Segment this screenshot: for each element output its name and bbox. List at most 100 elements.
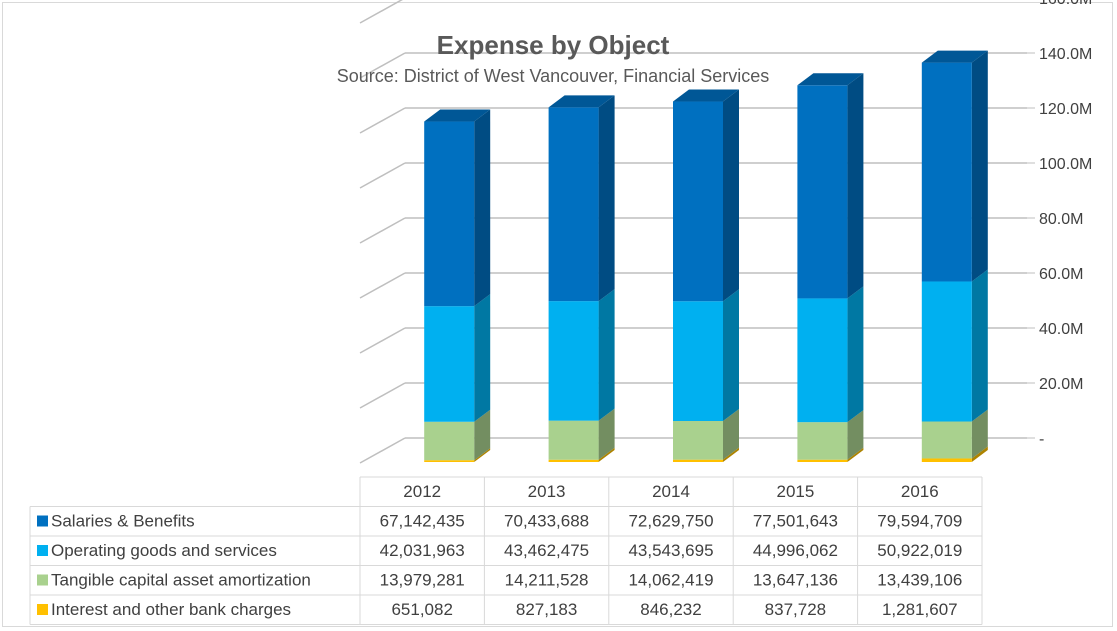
bar-segment (424, 306, 475, 422)
y-tick-label: 20.0M (1039, 376, 1083, 393)
bar-side (474, 448, 491, 462)
bar-top (673, 89, 739, 102)
table-cell: 67,142,435 (380, 512, 465, 531)
bar-top (548, 95, 615, 108)
y-tick-label: - (1039, 431, 1044, 448)
bar-side (971, 269, 988, 422)
gridline-side (359, 107, 406, 134)
table-header-year: 2016 (901, 482, 939, 501)
bar-segment (921, 281, 972, 422)
y-tick-label: 100.0M (1039, 156, 1092, 173)
bar-side (598, 447, 615, 462)
table-cell: 79,594,709 (877, 512, 962, 531)
table-cell: 14,211,528 (505, 571, 589, 590)
table-header-year: 2012 (403, 482, 441, 501)
bar-segment (424, 460, 475, 462)
bar-segment (921, 421, 972, 459)
table-cell: 42,031,963 (380, 541, 465, 560)
legend-swatch (37, 574, 48, 586)
chart-title: Expense by Object (437, 30, 670, 60)
table-header-year: 2014 (652, 482, 690, 501)
bar-side (723, 289, 739, 422)
gridline-side (359, 382, 406, 409)
bar-side (474, 409, 491, 461)
gridline-side (359, 52, 406, 79)
bar-side (971, 50, 988, 282)
y-tick-label: 120.0M (1039, 101, 1092, 118)
bar-segment (548, 459, 599, 462)
legend-swatch (37, 604, 48, 615)
table-cell: 13,439,106 (877, 571, 962, 590)
table-cell: 70,433,688 (504, 512, 589, 531)
table-cell: 837,728 (765, 600, 826, 619)
table-cell: 846,232 (640, 600, 701, 619)
legend-label: Salaries & Benefits (51, 512, 195, 531)
bar-side (847, 447, 864, 462)
bar-side (847, 73, 864, 299)
gridline-side (359, 272, 406, 299)
table-cell: 14,062,419 (628, 571, 713, 590)
table-cell: 44,996,062 (753, 541, 838, 560)
bar-side (723, 447, 739, 462)
bar-segment (921, 62, 972, 282)
table-cell: 43,462,475 (504, 541, 589, 560)
gridline-side (359, 437, 406, 464)
bar-side (474, 294, 491, 422)
table-cell: 50,922,019 (877, 541, 962, 560)
table-header-year: 2015 (776, 482, 814, 501)
bar-segment (921, 458, 972, 462)
bar-side (723, 409, 739, 460)
bar-segment (673, 421, 723, 460)
bar-top (797, 73, 864, 86)
table-cell: 651,082 (391, 600, 452, 619)
bar-segment (797, 422, 848, 460)
bar-side (474, 109, 491, 307)
bar-segment (673, 459, 723, 462)
bar-side (847, 410, 864, 460)
bar-segment (548, 420, 599, 460)
bar-segment (797, 298, 848, 423)
legend-label: Tangible capital asset amortization (51, 571, 311, 590)
table-cell: 1,281,607 (882, 600, 958, 619)
legend-label: Operating goods and services (51, 541, 277, 560)
bar-top (424, 109, 491, 122)
data-table: 2012 2013 2014 2015 2016 Salaries & Benefits 6… (29, 476, 983, 625)
bar-segment (424, 421, 475, 461)
table-cell: 77,501,643 (753, 512, 838, 531)
legend-label: Interest and other bank charges (51, 600, 291, 619)
bar-side (598, 95, 615, 302)
bar-side (598, 408, 615, 460)
bar-top (921, 50, 988, 63)
table-cell: 72,629,750 (628, 512, 713, 531)
gridline-side (359, 0, 403, 24)
chart-subtitle: Source: District of West Vancouver, Fina… (337, 66, 770, 86)
legend-swatch (37, 545, 48, 556)
y-tick-label: 160.0M (1039, 0, 1092, 8)
gridline-side (359, 162, 406, 189)
bar-segment (797, 85, 848, 299)
bar-side (971, 409, 988, 459)
bar-segment (548, 107, 599, 302)
bar-segment (424, 121, 475, 307)
gridline-side (359, 327, 406, 354)
bar-segment (797, 459, 848, 462)
bar-side (971, 446, 988, 462)
gridline-side (359, 217, 406, 244)
y-axis-ticks: - 20.0M 40.0M 60.0M 80.0M 100.0M 120.0M 140.0M 1… (1039, 0, 1092, 448)
table-cell: 13,979,281 (380, 571, 465, 590)
y-tick-label: 80.0M (1039, 211, 1083, 228)
y-tick-label: 140.0M (1039, 46, 1092, 63)
bar-side (847, 286, 864, 423)
y-tick-label: 60.0M (1039, 266, 1083, 283)
y-tick-label: 40.0M (1039, 321, 1083, 338)
bars-layer (424, 50, 988, 462)
bar-segment (673, 101, 723, 302)
table-cell: 43,543,695 (628, 541, 713, 560)
table-header-year: 2013 (528, 482, 566, 501)
table-cell: 827,183 (516, 600, 577, 619)
table-cell: 13,647,136 (753, 571, 838, 590)
bar-segment (548, 301, 599, 421)
bar-side (723, 89, 739, 302)
